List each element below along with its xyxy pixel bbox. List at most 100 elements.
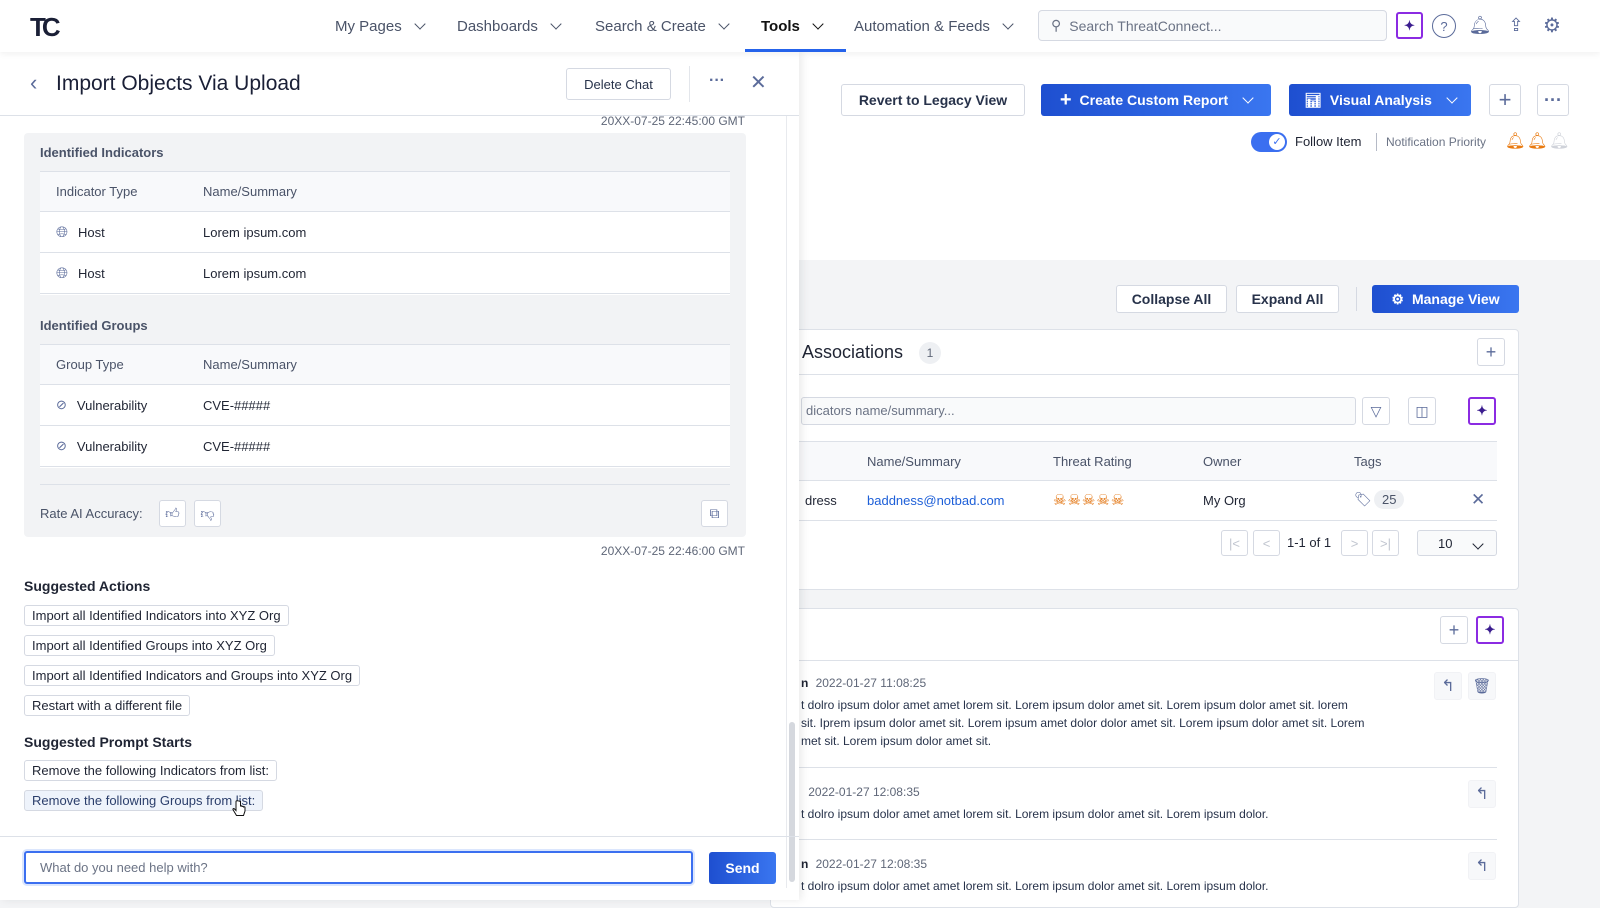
reply-icon[interactable]: ↰ <box>1468 780 1496 808</box>
delete-chat-button[interactable]: Delete Chat <box>566 68 671 100</box>
nav-automation-feeds[interactable]: Automation & Feeds <box>854 0 1014 52</box>
columns-icon[interactable]: ◫ <box>1408 397 1436 425</box>
table-header: Name/Summary Threat Rating Owner Tags <box>781 441 1497 481</box>
add-association-button[interactable]: + <box>1477 338 1505 366</box>
nav-label: Dashboards <box>457 17 538 35</box>
search-icon: ⚲ <box>1051 17 1062 33</box>
indicator-link[interactable]: baddness@notbad.com <box>867 493 1005 508</box>
nav-my-pages[interactable]: My Pages <box>335 0 426 52</box>
button-label: Manage View <box>1411 291 1500 307</box>
column-header[interactable]: Owner <box>1203 454 1242 469</box>
ai-assistant-icon[interactable]: ✦ <box>1396 12 1423 39</box>
back-chevron-icon[interactable]: ‹ <box>30 70 38 95</box>
chevron-down-icon <box>812 18 824 30</box>
column-header[interactable]: Threat Rating <box>1053 454 1132 469</box>
associations-search-input[interactable]: dicators name/summary... <box>801 397 1356 425</box>
suggested-action-chip[interactable]: Import all Identified Indicators and Gro… <box>24 665 361 686</box>
skull-icon: ☠ <box>1096 492 1111 509</box>
prompt-starts-title: Suggested Prompt Starts <box>24 734 193 750</box>
chat-input[interactable]: What do you need help with? <box>24 851 693 884</box>
suggested-action-chip[interactable]: Import all Identified Indicators into XY… <box>24 605 289 626</box>
section-title: Identified Indicators <box>40 145 164 160</box>
ai-chat-panel: ‹ Import Objects Via Upload Delete Chat … <box>0 52 799 900</box>
last-page-button[interactable]: >| <box>1372 530 1399 556</box>
column-header: Name/Summary <box>203 184 297 199</box>
suggested-action-chip[interactable]: Import all Identified Groups into XYZ Or… <box>24 635 275 656</box>
page-size-select[interactable]: 10 <box>1417 530 1497 556</box>
create-custom-report-button[interactable]: + Create Custom Report <box>1041 84 1271 116</box>
groups-table: Group Type Name/Summary ⊘ Vulnerability CVE… <box>40 344 730 468</box>
trash-icon[interactable]: 🗑︎ <box>1468 672 1496 700</box>
globe-icon: 🌐︎ <box>56 264 69 282</box>
prev-page-button[interactable]: < <box>1253 530 1280 556</box>
expand-all-button[interactable]: Expand All <box>1236 285 1339 313</box>
more-options-button[interactable]: ··· <box>1537 84 1569 116</box>
priority-bell-icon[interactable]: 🔔︎ <box>1505 133 1526 150</box>
chevron-down-icon <box>1472 538 1485 550</box>
thumbs-down-icon[interactable]: 👎︎ <box>194 500 221 527</box>
more-options-icon[interactable]: ··· <box>709 72 725 89</box>
filter-icon[interactable]: ▽ <box>1362 397 1390 425</box>
reply-icon[interactable]: ↰ <box>1434 672 1462 700</box>
column-header: Group Type <box>56 357 124 372</box>
scrollbar-thumb[interactable] <box>789 722 795 882</box>
scroll-track <box>786 116 787 888</box>
collapse-all-button[interactable]: Collapse All <box>1116 285 1227 313</box>
remove-icon[interactable]: ✕ <box>1471 490 1486 509</box>
check-icon: ✓ <box>1269 134 1285 150</box>
prompt-start-chip[interactable]: Remove the following Groups from list: <box>24 790 264 811</box>
help-icon[interactable]: ? <box>1432 14 1456 38</box>
rate-accuracy-label: Rate AI Accuracy: <box>40 506 143 521</box>
comment-body: t dolro ipsum dolor amet amet lorem sit.… <box>801 807 1269 821</box>
comment-item: n 2022-01-27 12:08:35 t dolro ipsum dolo… <box>801 856 1421 895</box>
reply-icon[interactable]: ↰ <box>1468 852 1496 880</box>
tags-count[interactable]: 25 <box>1374 490 1405 509</box>
indicator-type: Host <box>78 224 105 240</box>
table-row: dress baddness@notbad.com ☠☠☠☠☠ My Org 🏷… <box>781 481 1497 521</box>
next-page-button[interactable]: > <box>1341 530 1368 556</box>
button-label: Create Custom Report <box>1079 92 1229 108</box>
divider <box>40 484 730 485</box>
gear-icon[interactable]: ⚙ <box>1543 14 1561 37</box>
bell-icon[interactable]: 🔔︎ <box>1468 14 1492 35</box>
thumbs-up-icon[interactable]: 👍︎ <box>159 500 186 527</box>
table-header: Indicator Type Name/Summary <box>40 171 730 212</box>
nav-tools[interactable]: Tools <box>745 0 846 52</box>
top-nav-bar: TC My Pages Dashboards Search & Create T… <box>0 0 1600 52</box>
nav-dashboards[interactable]: Dashboards <box>457 0 562 52</box>
comment-author: n <box>801 676 809 690</box>
chevron-down-icon <box>1446 92 1458 104</box>
plus-icon: + <box>1059 88 1072 111</box>
follow-toggle[interactable]: ✓ <box>1251 132 1287 152</box>
divider <box>1376 133 1377 151</box>
suggested-action-chip[interactable]: Restart with a different file <box>24 695 191 716</box>
ai-assistant-icon[interactable]: ✦ <box>1476 616 1504 644</box>
revert-legacy-button[interactable]: Revert to Legacy View <box>841 84 1025 116</box>
priority-bell-icon[interactable]: 🔔︎ <box>1549 133 1570 150</box>
add-comment-button[interactable]: + <box>1440 616 1468 644</box>
nav-search-create[interactable]: Search & Create <box>595 0 730 52</box>
send-button[interactable]: Send <box>709 852 776 884</box>
group-name: CVE-##### <box>203 438 271 454</box>
close-icon[interactable]: ✕ <box>750 72 767 94</box>
copy-icon[interactable]: ⧉ <box>701 500 728 527</box>
prompt-start-chip[interactable]: Remove the following Indicators from lis… <box>24 760 277 781</box>
notification-priority-label: Notification Priority <box>1386 135 1487 149</box>
threatconnect-logo[interactable]: TC <box>30 12 61 42</box>
column-header[interactable]: Tags <box>1354 454 1382 469</box>
comment-time: 2022-01-27 12:08:35 <box>815 857 928 871</box>
column-header[interactable]: Name/Summary <box>867 454 961 469</box>
add-button[interactable]: + <box>1489 84 1521 116</box>
visual-analysis-button[interactable]: 📊︎ Visual Analysis <box>1289 84 1471 116</box>
divider <box>1356 287 1357 311</box>
comment-time: 2022-01-27 12:08:35 <box>808 785 920 799</box>
first-page-button[interactable]: |< <box>1221 530 1248 556</box>
search-placeholder: dicators name/summary... <box>806 403 955 418</box>
ai-assistant-icon[interactable]: ✦ <box>1468 397 1496 425</box>
upload-icon[interactable]: ⇪ <box>1508 14 1524 35</box>
comments-card: + ✦ n 2022-01-27 11:08:25 t dolro ipsum … <box>770 608 1519 908</box>
manage-view-button[interactable]: ⚙ Manage View <box>1372 285 1519 313</box>
global-search-input[interactable]: ⚲ Search ThreatConnect... <box>1038 10 1387 41</box>
priority-bell-icon[interactable]: 🔔︎ <box>1527 133 1548 150</box>
chevron-down-icon <box>1002 18 1014 30</box>
